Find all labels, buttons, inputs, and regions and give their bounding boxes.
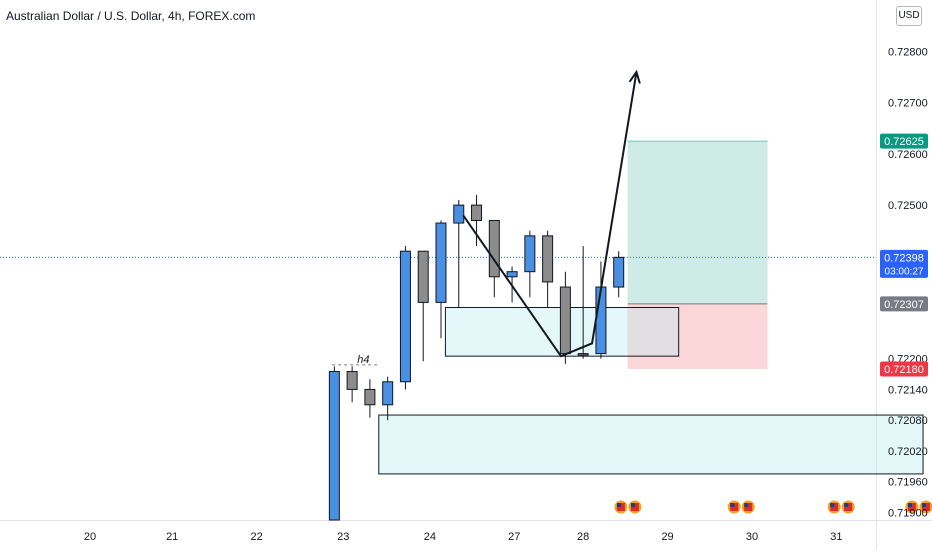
x-tick-label: 28 xyxy=(577,531,589,543)
candle-body[interactable] xyxy=(488,219,500,278)
price-label-stop-loss[interactable] xyxy=(880,361,928,377)
x-tick-label: 23 xyxy=(337,531,349,543)
candle-body[interactable] xyxy=(399,250,411,383)
candle-body[interactable] xyxy=(435,222,447,303)
y-tick-label: 0.72700 xyxy=(888,98,928,110)
y-tick-label: 0.72080 xyxy=(888,415,928,427)
y-tick-label: 0.71960 xyxy=(888,477,928,489)
event-flag-canton-icon xyxy=(616,503,621,507)
projection-path[interactable] xyxy=(462,71,638,358)
price-label-text: 0.72625 xyxy=(884,136,924,148)
candle-body[interactable] xyxy=(542,235,554,283)
price-label-text: 0.72307 xyxy=(884,299,924,311)
demand-zone-lower[interactable] xyxy=(378,414,924,475)
candle-body[interactable] xyxy=(382,381,394,406)
x-tick-label: 31 xyxy=(830,531,842,543)
candle-body[interactable] xyxy=(506,271,518,278)
price-label-last-price[interactable] xyxy=(880,249,928,278)
price-label-text: 0.72180 xyxy=(884,364,924,376)
price-label-take-profit[interactable] xyxy=(880,133,928,149)
take-profit-zone[interactable] xyxy=(627,141,768,304)
timeframe-label: h4 xyxy=(357,354,369,366)
y-tick-label: 0.71900 xyxy=(888,507,928,519)
arrow-head xyxy=(628,69,641,84)
candle-body[interactable] xyxy=(364,388,376,406)
candle-body[interactable] xyxy=(613,256,625,288)
x-tick-label: 21 xyxy=(166,531,178,543)
x-tick-label: 30 xyxy=(746,531,758,543)
candle-body[interactable] xyxy=(417,250,429,303)
event-flag-canton-icon xyxy=(921,503,926,507)
x-tick-label: 24 xyxy=(424,531,436,543)
price-label-text: 0.72398 xyxy=(884,252,924,264)
stop-loss-zone[interactable] xyxy=(627,303,768,369)
y-tick-label: 0.72600 xyxy=(888,149,928,161)
event-flag-canton-icon xyxy=(844,503,849,507)
y-tick-label: 0.72800 xyxy=(888,47,928,59)
x-tick-label: 29 xyxy=(661,531,673,543)
y-tick-label: 0.72020 xyxy=(888,446,928,458)
event-flag-canton-icon xyxy=(630,503,635,507)
y-tick-label: 0.72140 xyxy=(888,384,928,396)
candle-body[interactable] xyxy=(595,286,607,355)
candle-body[interactable] xyxy=(559,286,571,355)
event-flag-canton-icon xyxy=(730,503,735,507)
candle-body[interactable] xyxy=(328,371,340,521)
y-tick-label: 0.72500 xyxy=(888,200,928,212)
x-tick-label: 22 xyxy=(250,531,262,543)
candle-body[interactable] xyxy=(577,353,589,356)
candle-body[interactable] xyxy=(524,235,536,273)
candle-body[interactable] xyxy=(471,204,483,221)
event-flag-canton-icon xyxy=(830,503,835,507)
countdown-label: 03:00:27 xyxy=(885,266,924,277)
candle-body[interactable] xyxy=(346,371,358,390)
currency-button[interactable]: USD xyxy=(896,6,922,26)
x-tick-label: 20 xyxy=(84,531,96,543)
event-flag-canton-icon xyxy=(907,503,912,507)
symbol-title: Australian Dollar / U.S. Dollar, 4h, FOR… xyxy=(6,9,256,23)
x-tick-label: 27 xyxy=(508,531,520,543)
candle-body[interactable] xyxy=(453,204,465,224)
event-flag-canton-icon xyxy=(744,503,749,507)
price-label-entry[interactable] xyxy=(880,296,928,312)
